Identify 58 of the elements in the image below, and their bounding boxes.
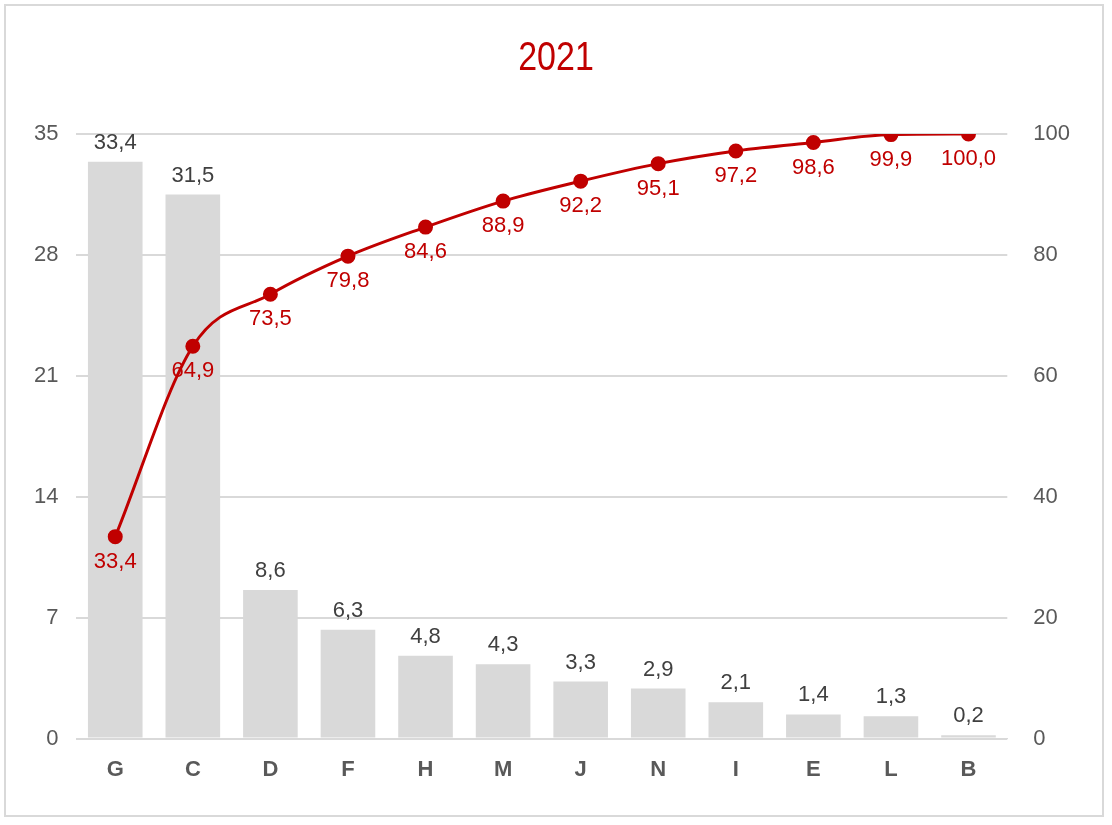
point [805, 134, 821, 150]
x-tick-label: I [732, 755, 739, 781]
point [573, 173, 589, 189]
point [340, 248, 356, 264]
y-tick-label: 7 [46, 603, 59, 629]
data-label: 79,8 [326, 267, 370, 293]
y2-tick-label: 40 [1033, 482, 1058, 508]
point [107, 529, 123, 545]
data-label: 31,5 [171, 161, 215, 187]
data-label: 95,1 [636, 174, 680, 200]
data-label: 97,2 [714, 161, 758, 187]
point [650, 156, 666, 172]
data-label: 73,5 [248, 305, 292, 331]
data-label: 4,3 [487, 631, 519, 657]
data-label: 84,6 [404, 238, 447, 264]
y-tick-label: 14 [33, 482, 59, 508]
point [495, 193, 511, 209]
data-label: 2,1 [720, 669, 752, 695]
data-label: 8,6 [255, 557, 286, 583]
y-tick-label: 28 [33, 240, 59, 266]
y-tick-label: 35 [33, 120, 59, 146]
point [418, 219, 434, 235]
x-tick-label: B [960, 755, 977, 781]
x-tick-label: L [884, 755, 898, 781]
data-label: 0,2 [953, 702, 984, 728]
data-label: 2,9 [642, 655, 674, 681]
y-tick-label: 0 [46, 724, 59, 750]
data-label: 4,8 [410, 622, 441, 648]
y2-tick-label: 60 [1033, 361, 1058, 387]
x-tick-label: C [184, 755, 201, 781]
point [262, 286, 278, 302]
data-label: 1,3 [875, 683, 907, 709]
y2-tick-label: 20 [1033, 603, 1058, 629]
x-tick-label: M [493, 755, 513, 781]
y2-tick-label: 0 [1033, 724, 1046, 750]
x-tick-label: N [650, 755, 667, 781]
data-label: 1,4 [798, 681, 829, 707]
x-tick-label: F [341, 755, 355, 781]
y2-tick-label: 100 [1033, 120, 1071, 146]
data-label: 33,4 [93, 128, 137, 154]
x-tick-label: E [806, 755, 821, 781]
y2-tick-label: 80 [1033, 240, 1058, 266]
data-label: 98,6 [791, 153, 835, 179]
data-label: 99,9 [869, 145, 913, 171]
data-label: 88,9 [481, 212, 525, 238]
point [728, 143, 744, 159]
x-tick-label: J [574, 755, 587, 781]
data-label: 33,4 [93, 547, 137, 573]
data-label: 92,2 [559, 192, 603, 218]
data-label: 3,3 [565, 648, 596, 674]
x-tick-label: D [262, 755, 279, 781]
data-label: 6,3 [332, 596, 364, 622]
data-label: 100,0 [940, 145, 997, 171]
y-tick-label: 21 [33, 361, 59, 387]
x-tick-label: H [417, 755, 434, 781]
chart-title: 2021 [517, 34, 595, 79]
point [185, 338, 201, 354]
x-tick-label: G [106, 755, 124, 781]
